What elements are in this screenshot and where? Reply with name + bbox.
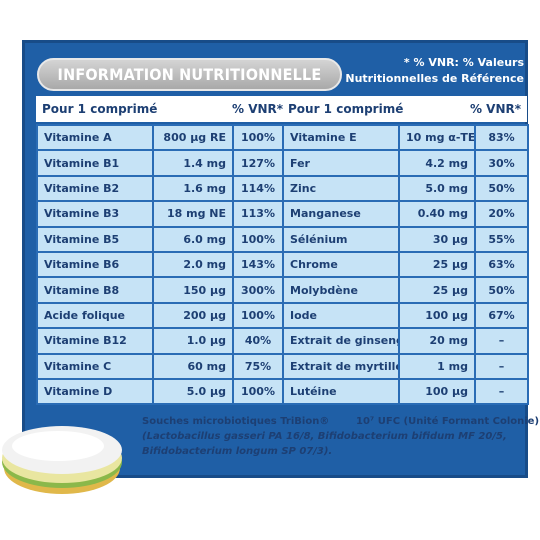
nutrient-name: Chrome <box>282 250 400 279</box>
nutrient-name: Vitamine B2 <box>36 174 154 203</box>
amount: 1 mg <box>398 352 476 380</box>
table-row: Vitamine B12 1.0 µg 40% Extrait de ginseng 2… <box>36 327 529 355</box>
amount: 25 µg <box>398 276 476 304</box>
table-row: Acide folique 200 µg 100% Iode 100 µg 67% <box>36 301 529 330</box>
nutrient-name: Lutéine <box>282 377 400 406</box>
vnr-percent: 100% <box>232 301 284 330</box>
nutrient-name: Vitamine B5 <box>36 225 154 253</box>
vnr-percent: 127% <box>232 149 284 177</box>
amount: 60 mg <box>152 352 234 380</box>
vnr-percent: 63% <box>474 250 529 279</box>
vnr-percent: 114% <box>232 174 284 203</box>
amount: 100 µg <box>398 301 476 330</box>
vnr-percent: 50% <box>474 276 529 304</box>
tablet-image <box>2 426 122 494</box>
vnr-percent: 50% <box>474 174 529 203</box>
nutrient-name: Acide folique <box>36 301 154 330</box>
table-row: Vitamine B6 2.0 mg 143% Chrome 25 µg 63% <box>36 250 529 279</box>
nutrient-name: Vitamine B6 <box>36 250 154 279</box>
amount: 4.2 mg <box>398 149 476 177</box>
nutrient-name: Manganese <box>282 200 400 228</box>
nutrient-name: Vitamine B3 <box>36 200 154 228</box>
nutrient-name: Vitamine D <box>36 377 154 406</box>
footer-strains: Souches microbiotiques TriBion® <box>142 416 330 427</box>
nutrient-name: Vitamine C <box>36 352 154 380</box>
nutrient-name: Zinc <box>282 174 400 203</box>
nutrient-name: Iode <box>282 301 400 330</box>
nutrient-name: Vitamine E <box>282 123 400 152</box>
amount: 10 mg α-TE <box>398 123 476 152</box>
vnr-percent: 100% <box>232 225 284 253</box>
nutrient-name: Sélénium <box>282 225 400 253</box>
footer-line: (Lactobacillus gasseri PA 16/8, Bifidoba… <box>142 431 507 442</box>
vnr-percent: – <box>474 377 529 406</box>
amount: 5.0 mg <box>398 174 476 203</box>
table-header: Pour 1 comprimé % VNR* Pour 1 comprimé %… <box>36 96 527 122</box>
nutrient-name: Extrait de ginseng <box>282 327 400 355</box>
vnr-percent: 67% <box>474 301 529 330</box>
column-header: Pour 1 comprimé <box>42 102 158 116</box>
nutrient-name: Fer <box>282 149 400 177</box>
column-header: % VNR* <box>469 102 521 116</box>
amount: 25 µg <box>398 250 476 279</box>
table-row: Vitamine B1 1.4 mg 127% Fer 4.2 mg 30% <box>36 149 529 177</box>
amount: 150 µg <box>152 276 234 304</box>
vnr-percent: 113% <box>232 200 284 228</box>
amount: 200 µg <box>152 301 234 330</box>
vnr-percent: 40% <box>232 327 284 355</box>
nutrient-name: Vitamine A <box>36 123 154 152</box>
title-pill: INFORMATION NUTRITIONNELLE <box>37 58 342 91</box>
footer-count: 10⁷ UFC (Unité Formant Colonie) <box>356 416 540 427</box>
amount: 18 mg NE <box>152 200 234 228</box>
vnr-percent: 100% <box>232 377 284 406</box>
table-row: Vitamine D 5.0 µg 100% Lutéine 100 µg – <box>36 377 529 406</box>
nutrient-name: Molybdène <box>282 276 400 304</box>
table-row: Vitamine B8 150 µg 300% Molybdène 25 µg 50% <box>36 276 529 304</box>
table-row: Vitamine B3 18 mg NE 113% Manganese 0.40 mg 2… <box>36 200 529 228</box>
amount: 1.6 mg <box>152 174 234 203</box>
amount: 800 µg RE <box>152 123 234 152</box>
nutrient-name: Vitamine B12 <box>36 327 154 355</box>
nutrient-name: Vitamine B1 <box>36 149 154 177</box>
vnr-percent: 30% <box>474 149 529 177</box>
column-header: Pour 1 comprimé <box>288 102 404 116</box>
nutrient-name: Vitamine B8 <box>36 276 154 304</box>
nutrition-table: Vitamine A 800 µg RE 100% Vitamine E 10 mg α… <box>36 123 529 406</box>
amount: 2.0 mg <box>152 250 234 279</box>
vnr-percent: 300% <box>232 276 284 304</box>
amount: 20 mg <box>398 327 476 355</box>
amount: 30 µg <box>398 225 476 253</box>
table-row: Vitamine B2 1.6 mg 114% Zinc 5.0 mg 50% <box>36 174 529 203</box>
column-header: % VNR* <box>232 102 284 116</box>
vnr-percent: 75% <box>232 352 284 380</box>
vnr-percent: 20% <box>474 200 529 228</box>
amount: 1.4 mg <box>152 149 234 177</box>
vnr-percent: 55% <box>474 225 529 253</box>
amount: 100 µg <box>398 377 476 406</box>
vnr-percent: – <box>474 352 529 380</box>
amount: 6.0 mg <box>152 225 234 253</box>
vnr-percent: – <box>474 327 529 355</box>
amount: 0.40 mg <box>398 200 476 228</box>
table-row: Vitamine B5 6.0 mg 100% Sélénium 30 µg 55% <box>36 225 529 253</box>
note: Nutritionnelles de Référence <box>345 72 524 85</box>
vnr-percent: 100% <box>232 123 284 152</box>
table-row: Vitamine C 60 mg 75% Extrait de myrtille 1 m… <box>36 352 529 380</box>
amount: 5.0 µg <box>152 377 234 406</box>
note: * % VNR: % Valeurs <box>403 56 524 69</box>
table-row: Vitamine A 800 µg RE 100% Vitamine E 10 mg α… <box>36 123 529 152</box>
amount: 1.0 µg <box>152 327 234 355</box>
footer-line: Bifidobacterium longum SP 07/3). <box>142 446 333 457</box>
nutrient-name: Extrait de myrtille <box>282 352 400 380</box>
vnr-percent: 83% <box>474 123 529 152</box>
vnr-percent: 143% <box>232 250 284 279</box>
